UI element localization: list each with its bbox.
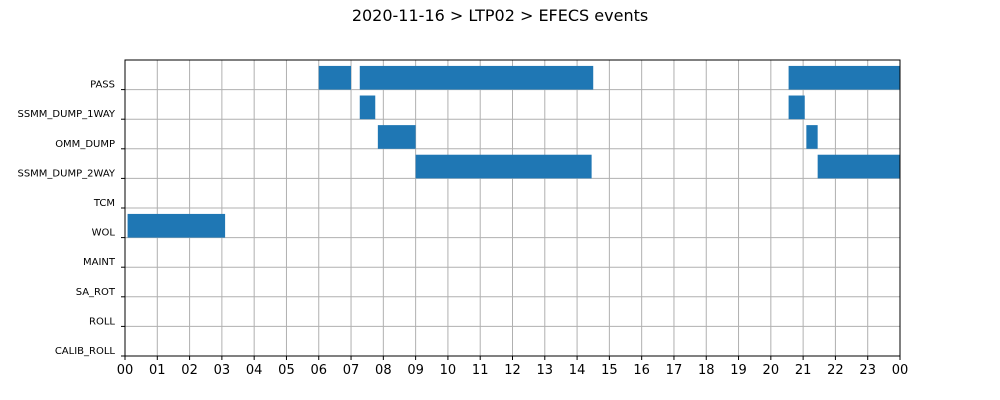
- x-tick-label: 01: [149, 363, 166, 378]
- x-tick-label: 10: [440, 363, 457, 378]
- x-tick-label: 13: [537, 363, 554, 378]
- x-tick-label: 21: [795, 363, 812, 378]
- x-tick-label: 23: [859, 363, 876, 378]
- event-bar: [806, 125, 818, 149]
- event-bar: [318, 65, 352, 90]
- x-tick-label: 04: [246, 363, 263, 378]
- chart-title: 2020-11-16 > LTP02 > EFECS events: [351, 6, 649, 25]
- x-tick-label: 00: [117, 363, 134, 378]
- x-tick-layer: 00 01 02 03 04 05 06 07 08 09 10 11 12 13 14 15 16 17 18 19…: [117, 356, 909, 378]
- grid-layer: [124, 60, 901, 357]
- y-tick-label: MAINT: [83, 257, 116, 268]
- event-bar: [377, 125, 416, 149]
- x-tick-label: 17: [666, 363, 683, 378]
- x-tick-label: 09: [407, 363, 424, 378]
- event-bar: [788, 95, 805, 120]
- x-tick-label: 14: [569, 363, 586, 378]
- x-tick-label: 12: [504, 363, 521, 378]
- x-tick-label: 11: [472, 363, 489, 378]
- x-tick-label: 20: [763, 363, 780, 378]
- x-tick-label: 06: [310, 363, 327, 378]
- x-tick-label: 00: [892, 363, 909, 378]
- y-tick-label: PASS: [90, 80, 115, 91]
- event-bar: [788, 65, 900, 90]
- x-tick-label: 16: [633, 363, 650, 378]
- x-tick-label: 08: [375, 363, 392, 378]
- y-tick-label: SA_ROT: [76, 287, 116, 298]
- event-bar: [359, 95, 376, 120]
- y-tick-label: SSMM_DUMP_1WAY: [17, 109, 115, 120]
- event-bar: [127, 213, 226, 238]
- x-tick-label: 15: [601, 363, 618, 378]
- x-tick-label: 22: [827, 363, 844, 378]
- x-tick-label: 03: [214, 363, 231, 378]
- event-bar: [817, 154, 900, 179]
- y-tick-label: ROLL: [89, 316, 115, 327]
- event-bar: [415, 154, 592, 179]
- x-tick-label: 19: [730, 363, 747, 378]
- y-tick-label: CALIB_ROLL: [55, 346, 116, 357]
- bar-layer: [127, 65, 900, 238]
- y-tick-label: OMM_DUMP: [55, 139, 115, 150]
- x-tick-label: 02: [181, 363, 198, 378]
- y-tick-label: TCM: [93, 198, 115, 209]
- event-bar: [359, 65, 594, 90]
- y-tick-label: WOL: [92, 228, 116, 239]
- x-tick-label: 18: [698, 363, 715, 378]
- y-tick-layer: PASS SSMM_DUMP_1WAY OMM_DUMP SSMM_DUMP_2WAY…: [17, 80, 125, 357]
- x-tick-label: 07: [343, 363, 360, 378]
- x-tick-label: 05: [278, 363, 295, 378]
- y-tick-label: SSMM_DUMP_2WAY: [17, 168, 115, 179]
